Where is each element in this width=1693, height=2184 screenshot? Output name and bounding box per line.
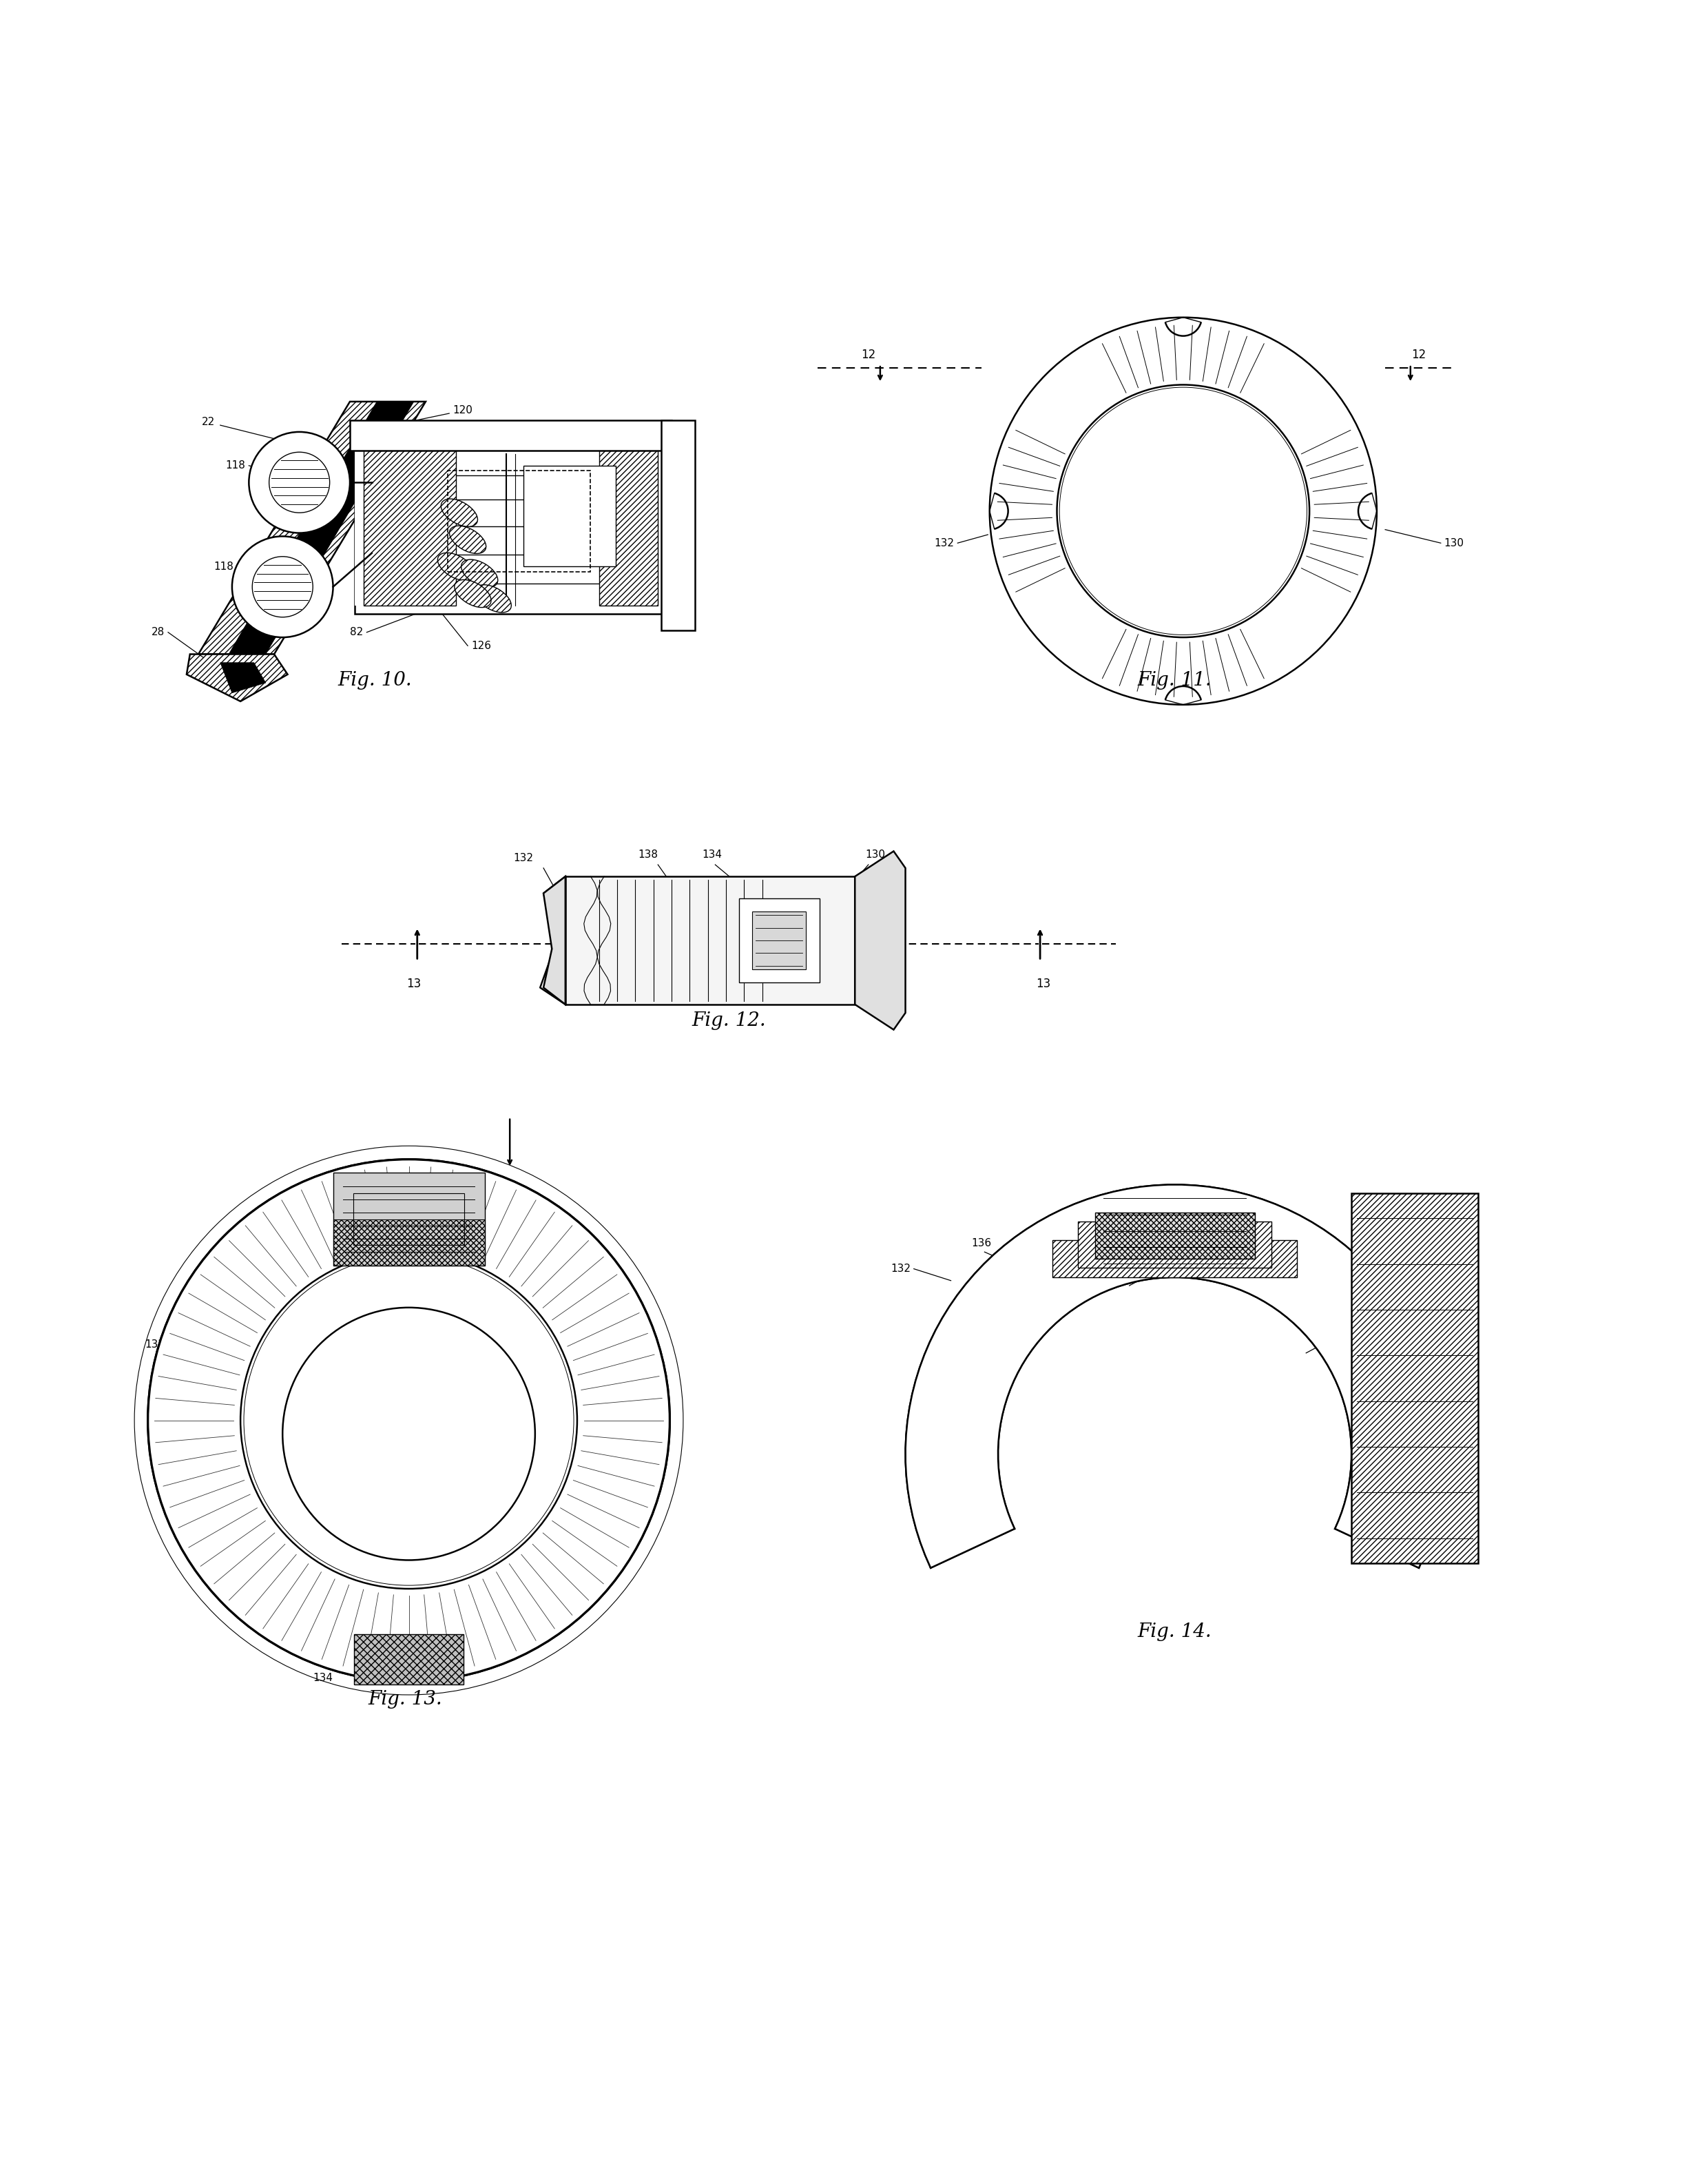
Text: 128: 128 — [540, 426, 560, 435]
Ellipse shape — [460, 559, 498, 587]
Text: 134: 134 — [313, 1673, 334, 1684]
Polygon shape — [364, 446, 455, 605]
Text: 134: 134 — [1092, 1245, 1112, 1256]
Bar — [738, 898, 819, 983]
Text: 12: 12 — [862, 349, 875, 360]
Text: 136: 136 — [422, 1673, 442, 1684]
Text: Fig. 12.: Fig. 12. — [691, 1011, 765, 1031]
Bar — [752, 913, 806, 970]
Circle shape — [1056, 384, 1309, 638]
Polygon shape — [543, 876, 565, 1005]
Bar — [334, 1173, 484, 1265]
Text: 84: 84 — [616, 467, 630, 478]
Text: 28: 28 — [151, 627, 164, 638]
Text: 82: 82 — [350, 627, 364, 638]
Bar — [334, 1219, 484, 1265]
Text: 136: 136 — [972, 1238, 990, 1249]
Polygon shape — [855, 852, 906, 1029]
Text: Fig. 13.: Fig. 13. — [369, 1690, 442, 1708]
Text: 130: 130 — [1334, 1334, 1354, 1345]
Ellipse shape — [449, 526, 486, 553]
Text: 120: 120 — [452, 404, 472, 415]
Text: 12: 12 — [1412, 349, 1426, 360]
Text: 118: 118 — [213, 561, 234, 572]
Bar — [356, 437, 667, 614]
Text: 138: 138 — [638, 850, 659, 860]
Bar — [350, 419, 672, 450]
Ellipse shape — [474, 585, 511, 612]
Ellipse shape — [454, 579, 491, 607]
Polygon shape — [198, 402, 425, 655]
Circle shape — [269, 452, 330, 513]
Ellipse shape — [440, 498, 477, 526]
Text: 132: 132 — [891, 1265, 911, 1273]
Polygon shape — [186, 655, 288, 701]
Text: 140: 140 — [505, 1256, 525, 1265]
Text: 130: 130 — [865, 850, 885, 860]
Bar — [354, 1192, 464, 1245]
Text: 118: 118 — [225, 461, 245, 472]
Text: 134: 134 — [703, 850, 721, 860]
Text: Fig. 14.: Fig. 14. — [1138, 1623, 1212, 1640]
Circle shape — [249, 432, 350, 533]
Text: 132: 132 — [935, 537, 955, 548]
Bar — [1095, 1212, 1255, 1258]
Circle shape — [283, 1308, 535, 1559]
Text: 13: 13 — [1036, 978, 1051, 989]
Text: 138: 138 — [1034, 1238, 1055, 1249]
Text: Fig. 11.: Fig. 11. — [1138, 670, 1212, 690]
Circle shape — [232, 537, 334, 638]
Wedge shape — [906, 1184, 1444, 1568]
Text: 122: 122 — [616, 513, 637, 524]
Wedge shape — [147, 1160, 670, 1682]
Text: 14: 14 — [493, 1230, 506, 1241]
Polygon shape — [906, 1184, 1444, 1568]
Text: Fig. 10.: Fig. 10. — [339, 670, 413, 690]
Circle shape — [240, 1251, 577, 1588]
Bar — [523, 465, 616, 566]
Bar — [447, 470, 591, 572]
Text: 138: 138 — [374, 1216, 393, 1227]
Polygon shape — [356, 446, 455, 605]
Text: 82: 82 — [428, 424, 442, 435]
Bar — [354, 1634, 464, 1684]
Text: 140: 140 — [1158, 1267, 1178, 1278]
Polygon shape — [565, 876, 855, 1005]
Bar — [662, 419, 696, 631]
Text: 134: 134 — [422, 1225, 442, 1236]
Circle shape — [252, 557, 313, 618]
Text: 130: 130 — [1444, 537, 1464, 548]
Text: 130: 130 — [620, 1365, 640, 1376]
Text: 22: 22 — [201, 417, 215, 428]
Circle shape — [990, 317, 1376, 705]
Text: 13: 13 — [406, 978, 422, 989]
Text: 132: 132 — [513, 852, 533, 863]
Circle shape — [147, 1160, 670, 1682]
Bar — [1351, 1192, 1478, 1564]
Bar — [1078, 1221, 1271, 1269]
Polygon shape — [229, 402, 413, 655]
Ellipse shape — [437, 553, 474, 581]
Bar — [1053, 1241, 1297, 1278]
Polygon shape — [220, 662, 266, 692]
Text: 126: 126 — [471, 640, 491, 651]
Bar — [599, 446, 659, 605]
Text: 132: 132 — [144, 1339, 164, 1350]
